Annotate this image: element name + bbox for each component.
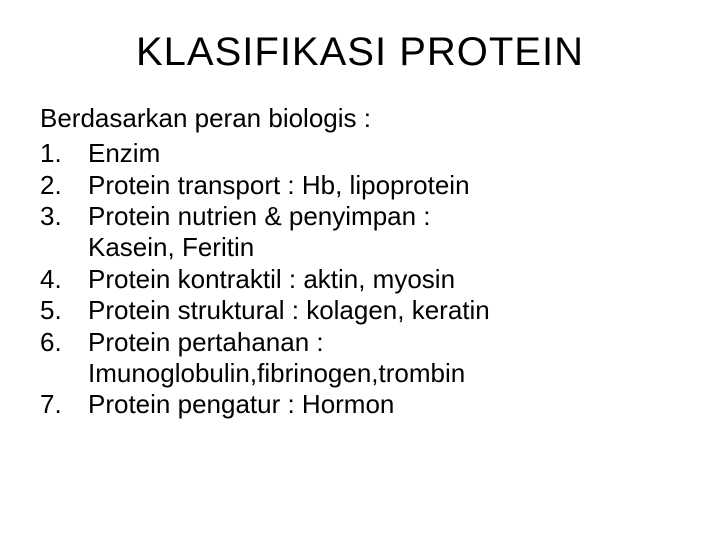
item-number: 4. <box>40 264 88 295</box>
item-text: Protein struktural : kolagen, keratin <box>88 295 680 326</box>
list-item: 1. Enzim <box>40 138 680 169</box>
item-text: Protein nutrien & penyimpan : Kasein, Fe… <box>88 201 680 262</box>
item-number: 2. <box>40 170 88 201</box>
item-number: 7. <box>40 389 88 420</box>
item-number: 3. <box>40 201 88 262</box>
list-item: 6. Protein pertahanan : Imunoglobulin,fi… <box>40 327 680 388</box>
item-number: 6. <box>40 327 88 388</box>
list-item: 5. Protein struktural : kolagen, keratin <box>40 295 680 326</box>
list-item: 4. Protein kontraktil : aktin, myosin <box>40 264 680 295</box>
item-text: Protein pengatur : Hormon <box>88 389 680 420</box>
intro-text: Berdasarkan peran biologis : <box>40 103 680 134</box>
item-text: Protein transport : Hb, lipoprotein <box>88 170 680 201</box>
list-item: 3. Protein nutrien & penyimpan : Kasein,… <box>40 201 680 262</box>
list-item: 7. Protein pengatur : Hormon <box>40 389 680 420</box>
protein-list: 1. Enzim 2. Protein transport : Hb, lipo… <box>40 138 680 420</box>
item-text: Protein pertahanan : Imunoglobulin,fibri… <box>88 327 680 388</box>
item-text: Protein kontraktil : aktin, myosin <box>88 264 680 295</box>
list-item: 2. Protein transport : Hb, lipoprotein <box>40 170 680 201</box>
item-text: Enzim <box>88 138 680 169</box>
slide-title: KLASIFIKASI PROTEIN <box>40 30 680 75</box>
item-number: 1. <box>40 138 88 169</box>
item-number: 5. <box>40 295 88 326</box>
